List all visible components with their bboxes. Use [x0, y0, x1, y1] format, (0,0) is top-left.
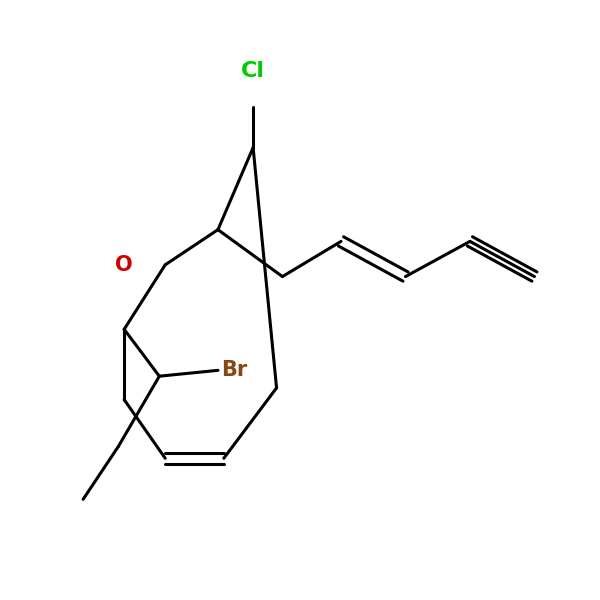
- Text: Br: Br: [221, 361, 247, 380]
- Text: O: O: [115, 255, 133, 275]
- Text: Cl: Cl: [241, 61, 265, 82]
